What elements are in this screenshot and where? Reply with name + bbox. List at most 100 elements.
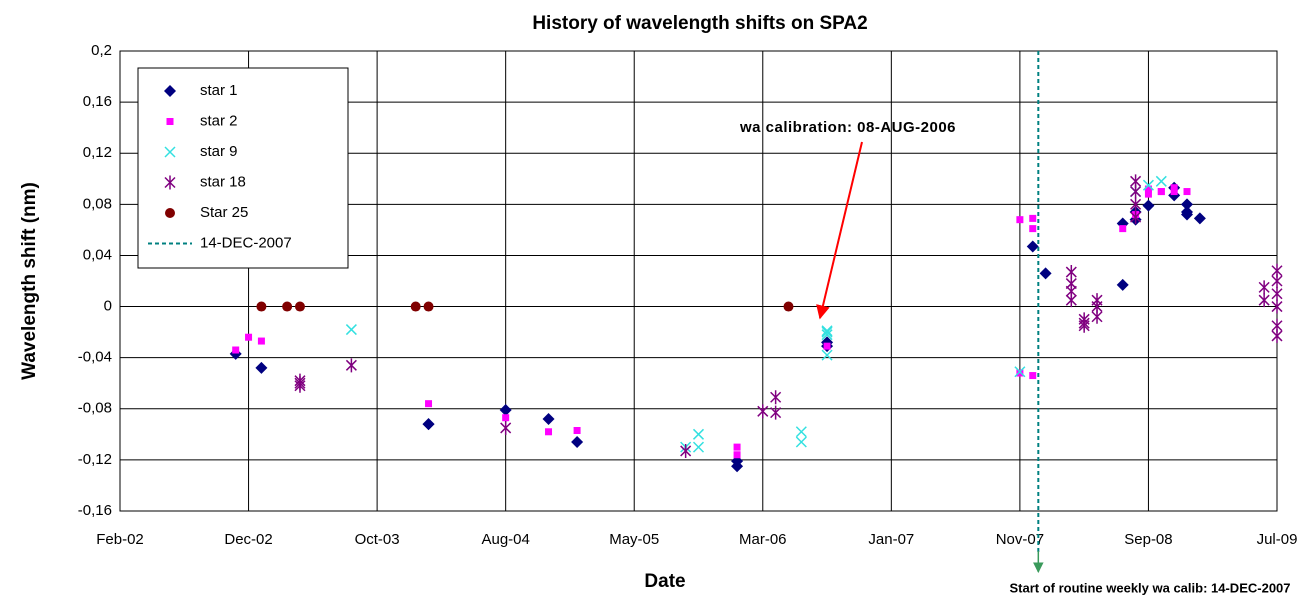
legend-label: star 9	[200, 143, 238, 160]
point	[1144, 190, 1152, 198]
point	[1144, 185, 1152, 193]
point	[692, 428, 705, 440]
point	[1026, 240, 1039, 253]
y-tick-label: 0,12	[83, 144, 112, 161]
legend-label: star 2	[200, 112, 238, 129]
x-tick-label: Mar-06	[739, 531, 787, 548]
point	[823, 342, 831, 350]
point	[499, 404, 512, 417]
point	[795, 426, 807, 438]
point	[257, 337, 265, 345]
y-tick-label: 0	[104, 298, 112, 315]
point	[1014, 366, 1026, 378]
point	[500, 420, 512, 435]
point	[821, 326, 833, 338]
point	[1130, 197, 1142, 212]
point	[1181, 198, 1194, 211]
point	[821, 325, 833, 337]
x-tick-label: Jan-07	[868, 531, 914, 548]
point	[232, 346, 240, 354]
point	[1116, 278, 1129, 291]
point	[1271, 299, 1283, 314]
y-tick-label: -0,12	[78, 451, 112, 468]
point	[757, 404, 769, 419]
point	[571, 436, 584, 448]
point	[345, 358, 357, 373]
point	[282, 301, 293, 312]
y-tick-label: 0,2	[91, 42, 112, 59]
point	[821, 349, 833, 361]
point	[1271, 286, 1283, 301]
y-tick-label: 0,04	[83, 246, 112, 263]
legend-box	[137, 67, 349, 269]
point	[423, 301, 434, 312]
point	[692, 441, 705, 453]
point	[1170, 184, 1178, 192]
y-axis-title: Wavelength shift (nm)	[19, 182, 40, 380]
point	[1193, 212, 1206, 225]
point	[821, 329, 833, 341]
point	[1065, 293, 1077, 308]
point	[1029, 214, 1037, 222]
point	[345, 324, 357, 336]
x-tick-label: Nov-07	[996, 531, 1044, 548]
point	[573, 427, 581, 434]
x-tick-label: Jul-09	[1257, 531, 1298, 548]
point	[1142, 199, 1155, 212]
point	[1016, 369, 1024, 377]
point	[294, 378, 306, 393]
legend-marker	[165, 208, 175, 218]
x-tick-label: Aug-04	[481, 531, 529, 548]
x-tick-label: Dec-02	[224, 531, 272, 548]
point	[731, 460, 744, 473]
x-tick-label: May-05	[609, 531, 659, 548]
point	[1181, 208, 1194, 221]
y-tick-label: -0,16	[78, 502, 112, 519]
point	[733, 443, 741, 451]
point	[1170, 188, 1178, 196]
point	[1258, 293, 1270, 308]
annotation: wa calibration: 08-AUG-2006	[739, 119, 956, 136]
y-tick-label: 0,08	[83, 195, 112, 212]
point	[1271, 274, 1283, 288]
point	[1157, 188, 1165, 196]
point	[255, 361, 268, 374]
legend: star 1 star 2 star 9 star 18 Star 25 14-DEC-2…	[137, 67, 349, 269]
point	[1130, 174, 1142, 189]
point	[1183, 188, 1191, 196]
point	[1039, 267, 1052, 280]
point	[1029, 225, 1037, 233]
point	[410, 301, 421, 312]
x-axis-title: Date	[644, 571, 685, 592]
point	[733, 451, 741, 459]
point	[1119, 225, 1127, 233]
point	[245, 333, 253, 341]
point	[294, 301, 305, 312]
point	[545, 428, 553, 436]
point	[795, 436, 807, 448]
chart-title: History of wavelength shifts on SPA2	[532, 13, 867, 34]
point	[425, 400, 433, 408]
point	[680, 443, 692, 458]
point	[1258, 280, 1270, 295]
point	[1078, 312, 1090, 327]
x-tick-label: Feb-02	[96, 531, 144, 548]
y-tick-label: -0,04	[78, 349, 112, 366]
legend-label: Star 25	[200, 204, 248, 221]
legend-marker	[166, 118, 174, 125]
legend-label: star 1	[200, 82, 238, 99]
annotation: Start of routine weekly wa calib: 14-DEC…	[1009, 580, 1290, 595]
legend-label: star 18	[200, 173, 246, 190]
point	[1142, 179, 1154, 191]
point	[502, 414, 510, 422]
y-tick-label: 0,16	[83, 93, 112, 110]
point	[1016, 216, 1024, 224]
point	[770, 405, 782, 420]
point	[1271, 328, 1283, 343]
legend-marker	[164, 175, 176, 190]
point	[770, 390, 782, 405]
point	[783, 301, 794, 312]
legend-label: 14-DEC-2007	[200, 234, 292, 251]
point	[1029, 372, 1037, 380]
